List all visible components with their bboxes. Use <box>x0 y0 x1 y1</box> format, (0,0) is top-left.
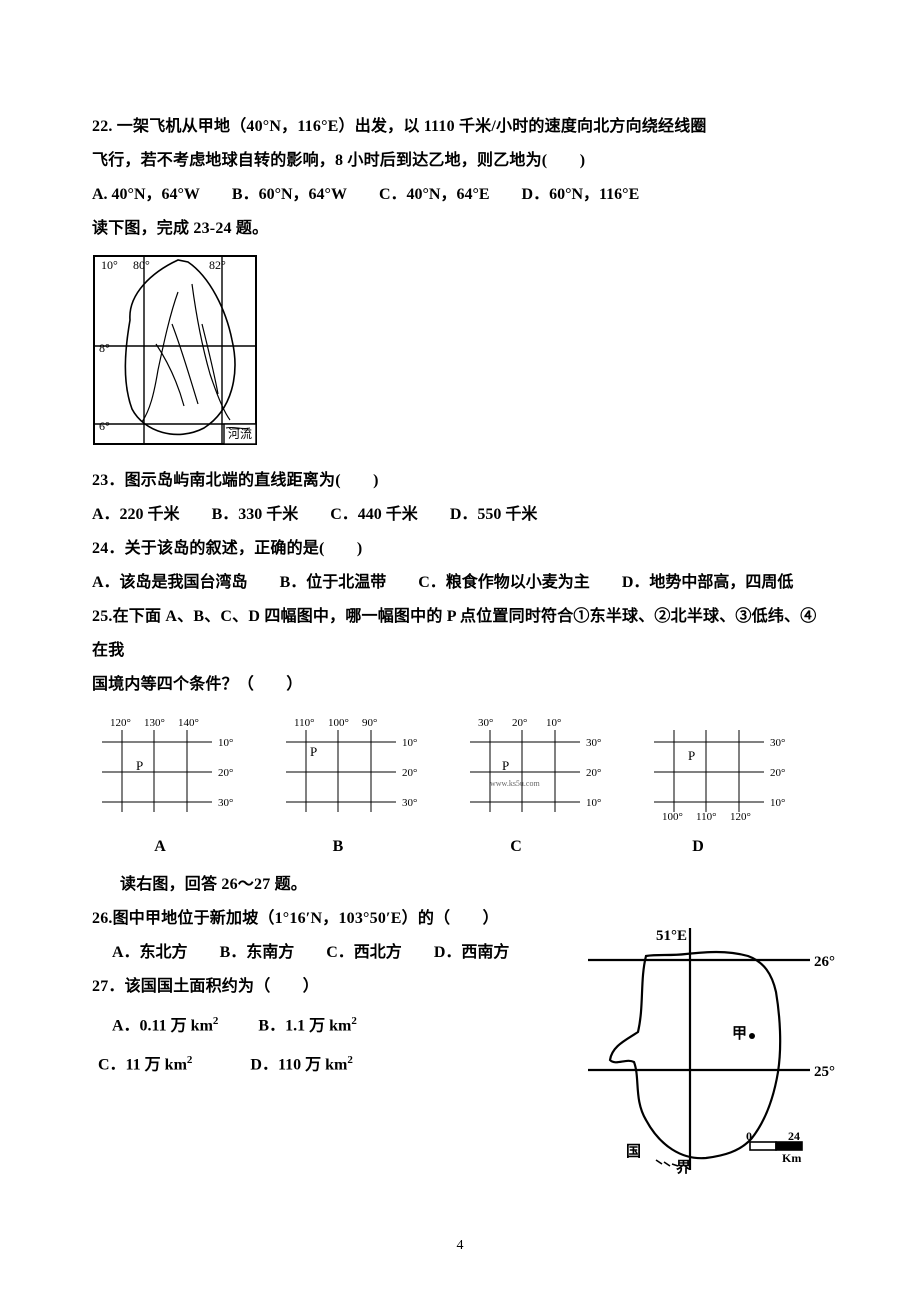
page-number: 4 <box>0 1238 920 1254</box>
svg-text:140°: 140° <box>178 717 199 729</box>
svg-text:20°: 20° <box>402 767 417 779</box>
svg-text:80°: 80° <box>133 258 150 272</box>
subfig-labels: A B C D <box>92 838 828 856</box>
svg-text:110°: 110° <box>696 811 717 823</box>
q25-line2: 国境内等四个条件？（ ） <box>92 668 828 702</box>
svg-text:河流: 河流 <box>228 427 252 441</box>
subfig-c: 30° 20° 10° 30° 20° 10° P www.ks5u.com <box>460 712 610 832</box>
svg-text:30°: 30° <box>770 737 785 749</box>
subfig-d: 30° 20° 10° 100° 110° 120° P <box>644 712 794 832</box>
q26-d: D．西南方 <box>434 944 510 961</box>
svg-text:130°: 130° <box>144 717 165 729</box>
svg-text:国: 国 <box>626 1143 641 1160</box>
subfig-b: 110° 100° 90° 10° 20° 30° P <box>276 712 426 832</box>
q25-subfigures: 120° 130° 140° 10° 20° 30° P 110° 100° 9… <box>92 712 828 832</box>
svg-text:25°: 25° <box>814 1064 835 1080</box>
q23-text: 23．图示岛屿南北端的直线距离为( ) <box>92 464 828 498</box>
exam-page: 22. 一架飞机从甲地（40°N，116°E）出发，以 1110 千米/小时的速… <box>0 0 920 1302</box>
svg-text:30°: 30° <box>478 717 493 729</box>
svg-text:100°: 100° <box>328 717 349 729</box>
q25-line1: 25.在下面 A、B、C、D 四幅图中，哪一幅图中的 P 点位置同时符合①东半球… <box>92 600 828 668</box>
subfig-a: 120° 130° 140° 10° 20° 30° P <box>92 712 242 832</box>
svg-text:24: 24 <box>788 1129 800 1143</box>
svg-text:90°: 90° <box>362 717 377 729</box>
svg-text:8°: 8° <box>99 341 110 355</box>
q23-options: A．220 千米 B．330 千米 C．440 千米 D．550 千米 <box>92 498 828 532</box>
right-map-figure: 51°E 26° 25° 甲 国 界 0 24 Km <box>580 920 840 1185</box>
island-figure: 10° 80° 82° 8° 6° 河流 <box>92 254 828 454</box>
svg-text:20°: 20° <box>586 767 601 779</box>
q27-c: C．11 万 km2 <box>98 1043 192 1082</box>
q22-c: C．40°N，64°E <box>379 186 490 203</box>
svg-text:51°E: 51°E <box>656 928 687 944</box>
svg-text:10°: 10° <box>402 737 417 749</box>
q24-text: 24．关于该岛的叙述，正确的是( ) <box>92 532 828 566</box>
svg-text:www.ks5u.com: www.ks5u.com <box>490 779 540 788</box>
q22-line1: 22. 一架飞机从甲地（40°N，116°E）出发，以 1110 千米/小时的速… <box>92 110 828 144</box>
q26-c: C．西北方 <box>326 944 402 961</box>
svg-text:10°: 10° <box>546 717 561 729</box>
svg-text:界: 界 <box>676 1159 691 1176</box>
q22-d: D．60°N，116°E <box>522 186 640 203</box>
svg-text:120°: 120° <box>730 811 751 823</box>
svg-text:30°: 30° <box>218 797 233 809</box>
svg-text:6°: 6° <box>99 419 110 433</box>
svg-text:10°: 10° <box>586 797 601 809</box>
svg-text:26°: 26° <box>814 954 835 970</box>
svg-text:120°: 120° <box>110 717 131 729</box>
svg-text:100°: 100° <box>662 811 683 823</box>
q26-a: A．东北方 <box>112 944 188 961</box>
q23-a: A．220 千米 <box>92 506 180 523</box>
svg-text:20°: 20° <box>218 767 233 779</box>
svg-text:0: 0 <box>746 1129 752 1143</box>
q26-b: B．东南方 <box>220 944 295 961</box>
svg-text:甲: 甲 <box>732 1025 747 1042</box>
svg-text:10°: 10° <box>770 797 785 809</box>
q27-b: B．1.1 万 km2 <box>258 1004 356 1043</box>
svg-text:P: P <box>688 748 695 763</box>
label-b: B <box>308 838 368 856</box>
q23-d: D．550 千米 <box>450 506 538 523</box>
q22-b: B．60°N，64°W <box>232 186 347 203</box>
svg-text:P: P <box>310 744 317 759</box>
label-a: A <box>130 838 190 856</box>
label-d: D <box>668 838 728 856</box>
q23-c: C．440 千米 <box>330 506 418 523</box>
q27-d: D．110 万 km2 <box>250 1043 352 1082</box>
q27-a: A．0.11 万 km2 <box>112 1004 218 1043</box>
svg-text:30°: 30° <box>586 737 601 749</box>
svg-text:10°: 10° <box>101 258 118 272</box>
q24-c: C．粮食作物以小麦为主 <box>418 574 590 591</box>
lead-26-27: 读右图，回答 26～27 题。 <box>92 868 828 902</box>
svg-text:Km: Km <box>782 1151 801 1165</box>
svg-text:110°: 110° <box>294 717 315 729</box>
q22-options: A. 40°N，64°W B．60°N，64°W C．40°N，64°E D．6… <box>92 178 828 212</box>
q23-b: B．330 千米 <box>212 506 299 523</box>
svg-text:10°: 10° <box>218 737 233 749</box>
q22-line2: 飞行，若不考虑地球自转的影响，8 小时后到达乙地，则乙地为( ) <box>92 144 828 178</box>
svg-text:P: P <box>136 758 143 773</box>
svg-text:82°: 82° <box>209 258 226 272</box>
q24-d: D．地势中部高，四周低 <box>622 574 794 591</box>
q24-options: A．该岛是我国台湾岛 B．位于北温带 C．粮食作物以小麦为主 D．地势中部高，四… <box>92 566 828 600</box>
label-c: C <box>486 838 546 856</box>
svg-text:20°: 20° <box>770 767 785 779</box>
q22-a: A. 40°N，64°W <box>92 186 200 203</box>
q24-a: A．该岛是我国台湾岛 <box>92 574 248 591</box>
lead-23-24: 读下图，完成 23-24 题。 <box>92 212 828 246</box>
svg-text:20°: 20° <box>512 717 527 729</box>
q24-b: B．位于北温带 <box>280 574 387 591</box>
svg-text:30°: 30° <box>402 797 417 809</box>
svg-text:P: P <box>502 758 509 773</box>
